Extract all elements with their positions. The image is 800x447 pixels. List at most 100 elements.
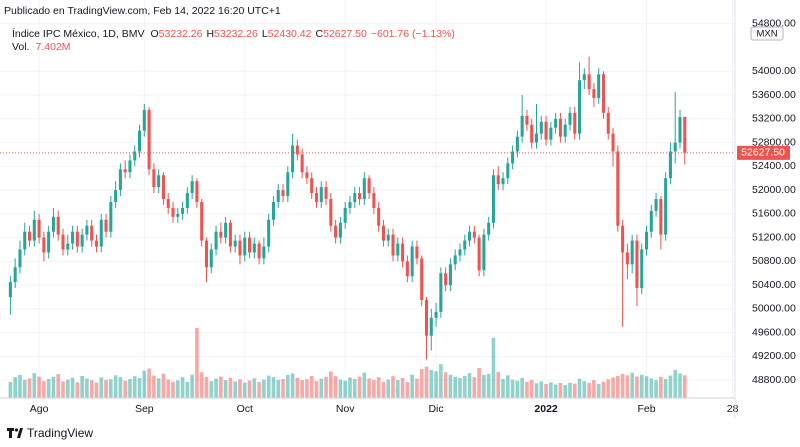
candle-body (654, 199, 658, 211)
candle-body (324, 187, 328, 199)
candle-body (678, 117, 682, 143)
volume-bar (99, 377, 104, 398)
candle-body (644, 231, 649, 250)
candle-body (453, 255, 457, 265)
volume-bar (549, 382, 553, 398)
volume-bar (175, 380, 180, 398)
volume-bar (219, 376, 223, 398)
volume-bar (434, 371, 438, 398)
candle-body (334, 225, 338, 238)
ohlc-value: 52627.50 (323, 28, 367, 40)
y-tick-label: 53200.00 (752, 113, 796, 125)
volume-bar (544, 383, 548, 398)
volume-bar (156, 378, 161, 398)
candle-body (420, 258, 424, 300)
candle-body (377, 207, 381, 226)
candle-body (582, 74, 586, 81)
volume-bar (161, 373, 166, 398)
volume-bar (185, 382, 190, 398)
candle-body (592, 89, 596, 99)
volume-bar (539, 381, 544, 398)
candle-body (668, 151, 672, 179)
volume-legend: Vol. 7.402M (12, 41, 71, 53)
x-tick-label: Feb (637, 403, 655, 415)
candle-body (214, 231, 218, 250)
candle-body (271, 201, 275, 220)
y-tick-label: 52400.00 (752, 160, 796, 172)
volume-bar (673, 370, 678, 398)
logo-stem (9, 428, 12, 438)
volume-bar (252, 378, 257, 398)
candle-body (673, 142, 677, 152)
volume-bar (309, 375, 314, 398)
candle-body (161, 175, 165, 199)
volume-value: 7.402M (36, 41, 71, 53)
volume-bar (276, 379, 281, 398)
volume-bar (486, 373, 491, 398)
volume-bar (510, 379, 515, 398)
candle-body (405, 261, 409, 277)
volume-key: Vol. (12, 41, 30, 53)
candle-body (410, 246, 414, 277)
volume-bar (654, 380, 658, 398)
volume-bar (22, 379, 27, 398)
candle-body (314, 193, 319, 202)
volume-bar (419, 369, 424, 398)
candle-body (291, 145, 295, 173)
candle-body (630, 240, 634, 265)
volume-bar (415, 378, 419, 398)
candle-body (319, 187, 323, 202)
logo-dot (14, 428, 19, 432)
volume-bar (601, 381, 606, 398)
volume-bar (32, 373, 37, 398)
volume-bar (285, 374, 290, 398)
last-price-label: 52627.50 (741, 147, 785, 159)
candle-body (219, 231, 223, 238)
candle-body (286, 172, 290, 197)
y-tick-label: 51600.00 (752, 208, 796, 220)
volume-bar (663, 378, 668, 398)
candle-body (190, 181, 194, 194)
candle-body (238, 240, 242, 256)
candle-body (56, 216, 60, 235)
volume-bar (616, 375, 620, 398)
volume-bar (104, 379, 108, 398)
candle-body (90, 225, 94, 241)
volume-bar (199, 372, 204, 398)
volume-bar (61, 381, 65, 398)
candle-body (539, 121, 543, 134)
candle-body (99, 219, 103, 247)
volume-bar (505, 375, 510, 398)
volume-bar (381, 381, 386, 398)
volume-pane (8, 328, 687, 398)
volume-bar (596, 383, 601, 398)
volume-bar (352, 378, 357, 398)
candle-body (343, 207, 347, 223)
volume-bar (405, 382, 410, 398)
candle-body (27, 231, 32, 241)
brand: TradingView (27, 426, 93, 440)
candle-body (166, 199, 170, 208)
candle-body (85, 225, 89, 235)
ohlc-key: C (315, 28, 323, 40)
volume-bar (190, 374, 194, 398)
published-note: Publicado en TradingView.com, Feb 14, 20… (4, 5, 281, 17)
volume-bar (482, 374, 486, 398)
volume-bar (343, 380, 348, 398)
candle-body (554, 118, 558, 128)
volume-bar (429, 370, 434, 398)
volume-bar (620, 374, 625, 398)
volume-bar (147, 368, 151, 398)
y-tick-label: 50000.00 (752, 303, 796, 315)
volume-bar (300, 380, 304, 398)
volume-bar (290, 373, 295, 398)
candle-body (563, 124, 567, 137)
candle-body (281, 190, 285, 197)
volume-bar (46, 378, 51, 398)
volume-bar (75, 382, 80, 398)
volume-bar (491, 337, 496, 398)
candle-body (61, 234, 65, 250)
candle-body (621, 225, 625, 253)
volume-bar (391, 376, 395, 398)
volume-bar (467, 373, 472, 398)
